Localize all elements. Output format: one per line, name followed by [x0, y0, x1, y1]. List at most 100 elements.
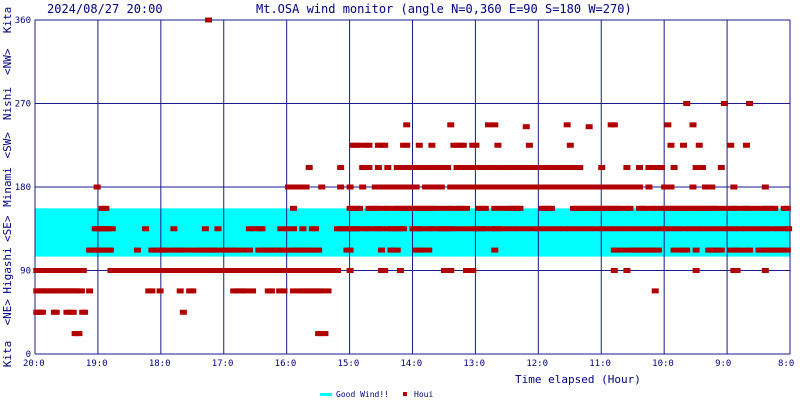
houi-point — [315, 247, 323, 253]
houi-point — [250, 226, 258, 232]
houi-point — [673, 226, 681, 232]
houi-point — [472, 142, 480, 148]
houi-point — [324, 288, 332, 294]
houi-point — [365, 226, 373, 232]
houi-point — [393, 247, 401, 253]
houi-point — [645, 165, 653, 171]
houi-point — [651, 205, 659, 211]
houi-point — [176, 288, 184, 294]
houi-point — [428, 226, 436, 232]
houi-point — [481, 226, 489, 232]
houi-point — [547, 205, 555, 211]
houi-point — [406, 184, 414, 190]
houi-point — [462, 205, 470, 211]
houi-point — [346, 247, 354, 253]
houi-point — [245, 247, 253, 253]
houi-point — [469, 268, 477, 273]
houi-point — [560, 165, 568, 171]
houi-point — [658, 165, 666, 171]
direction-label: Minami — [1, 167, 14, 207]
houi-point — [378, 247, 386, 253]
houi-point — [497, 165, 505, 171]
houi-point — [47, 268, 55, 273]
houi-point — [573, 226, 581, 232]
houi-point — [576, 165, 584, 171]
houi-point — [585, 124, 593, 130]
houi-point — [591, 226, 599, 232]
houi-point — [752, 205, 760, 211]
chart-title: Mt.OSA wind monitor (angle N=0,360 E=90 … — [256, 2, 632, 16]
x-tick-label: 16:0 — [275, 359, 297, 369]
houi-point — [233, 247, 241, 253]
houi-point — [93, 184, 101, 190]
houi-point — [720, 205, 728, 211]
houi-point — [318, 184, 326, 190]
houi-point — [403, 122, 411, 128]
x-tick-label: 8:0 — [778, 359, 794, 369]
houi-point — [736, 226, 744, 232]
houi-point — [239, 247, 247, 253]
legend-houi-swatch — [403, 392, 407, 396]
houi-point — [522, 165, 530, 171]
houi-point — [415, 142, 423, 148]
houi-point — [69, 309, 77, 315]
houi-point — [428, 165, 436, 171]
houi-point — [623, 268, 631, 273]
houi-point — [205, 17, 213, 23]
houi-point — [459, 142, 467, 148]
houi-point — [365, 142, 373, 148]
houi-point — [689, 184, 697, 190]
houi-point — [280, 288, 288, 294]
houi-point — [503, 226, 511, 232]
houi-point — [541, 226, 549, 232]
houi-point — [717, 226, 725, 232]
houi-point — [768, 226, 776, 232]
houi-point — [670, 165, 678, 171]
houi-point — [108, 226, 116, 232]
houi-point — [289, 226, 297, 232]
houi-point — [491, 205, 499, 211]
x-tick-label: 12:0 — [526, 359, 548, 369]
houi-point — [560, 226, 568, 232]
houi-point — [717, 247, 725, 253]
houi-point — [670, 247, 678, 253]
houi-point — [620, 247, 628, 253]
houi-point — [720, 101, 728, 106]
houi-point — [544, 184, 552, 190]
houi-point — [346, 184, 354, 190]
houi-point — [478, 184, 486, 190]
houi-point — [86, 288, 94, 294]
houi-point — [437, 205, 445, 211]
houi-point — [148, 288, 156, 294]
houi-point — [503, 165, 511, 171]
houi-point — [453, 226, 461, 232]
houi-point — [629, 226, 637, 232]
houi-point — [102, 205, 110, 211]
houi-point — [755, 226, 763, 232]
houi-point — [356, 205, 364, 211]
houi-point — [680, 142, 688, 148]
houi-point — [289, 184, 297, 190]
houi-point — [437, 165, 445, 171]
houi-point — [598, 226, 606, 232]
houi-point — [510, 226, 518, 232]
houi-point — [683, 247, 691, 253]
houi-point — [494, 142, 502, 148]
y-tick-label: 90 — [20, 267, 31, 277]
houi-point — [746, 247, 754, 253]
houi-point — [742, 226, 750, 232]
houi-point — [104, 226, 112, 232]
houi-point — [334, 268, 341, 273]
houi-point — [610, 122, 618, 128]
houi-point — [585, 226, 593, 232]
direction-label: <NE> — [1, 299, 14, 326]
houi-point — [604, 184, 612, 190]
houi-point — [667, 184, 675, 190]
houi-point — [393, 165, 401, 171]
houi-point — [242, 288, 250, 294]
houi-point — [81, 309, 89, 315]
houi-point — [610, 268, 618, 273]
houi-point — [491, 165, 499, 171]
houi-point — [746, 205, 754, 211]
houi-point — [692, 226, 700, 232]
